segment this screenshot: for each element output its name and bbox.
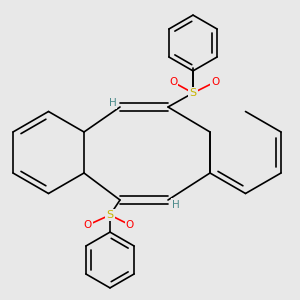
Text: S: S xyxy=(106,210,114,220)
Text: H: H xyxy=(172,200,179,209)
Text: O: O xyxy=(126,220,134,230)
Text: O: O xyxy=(84,220,92,230)
Text: O: O xyxy=(211,77,219,87)
Text: H: H xyxy=(109,98,116,107)
Text: O: O xyxy=(169,77,177,87)
Text: S: S xyxy=(189,88,197,98)
